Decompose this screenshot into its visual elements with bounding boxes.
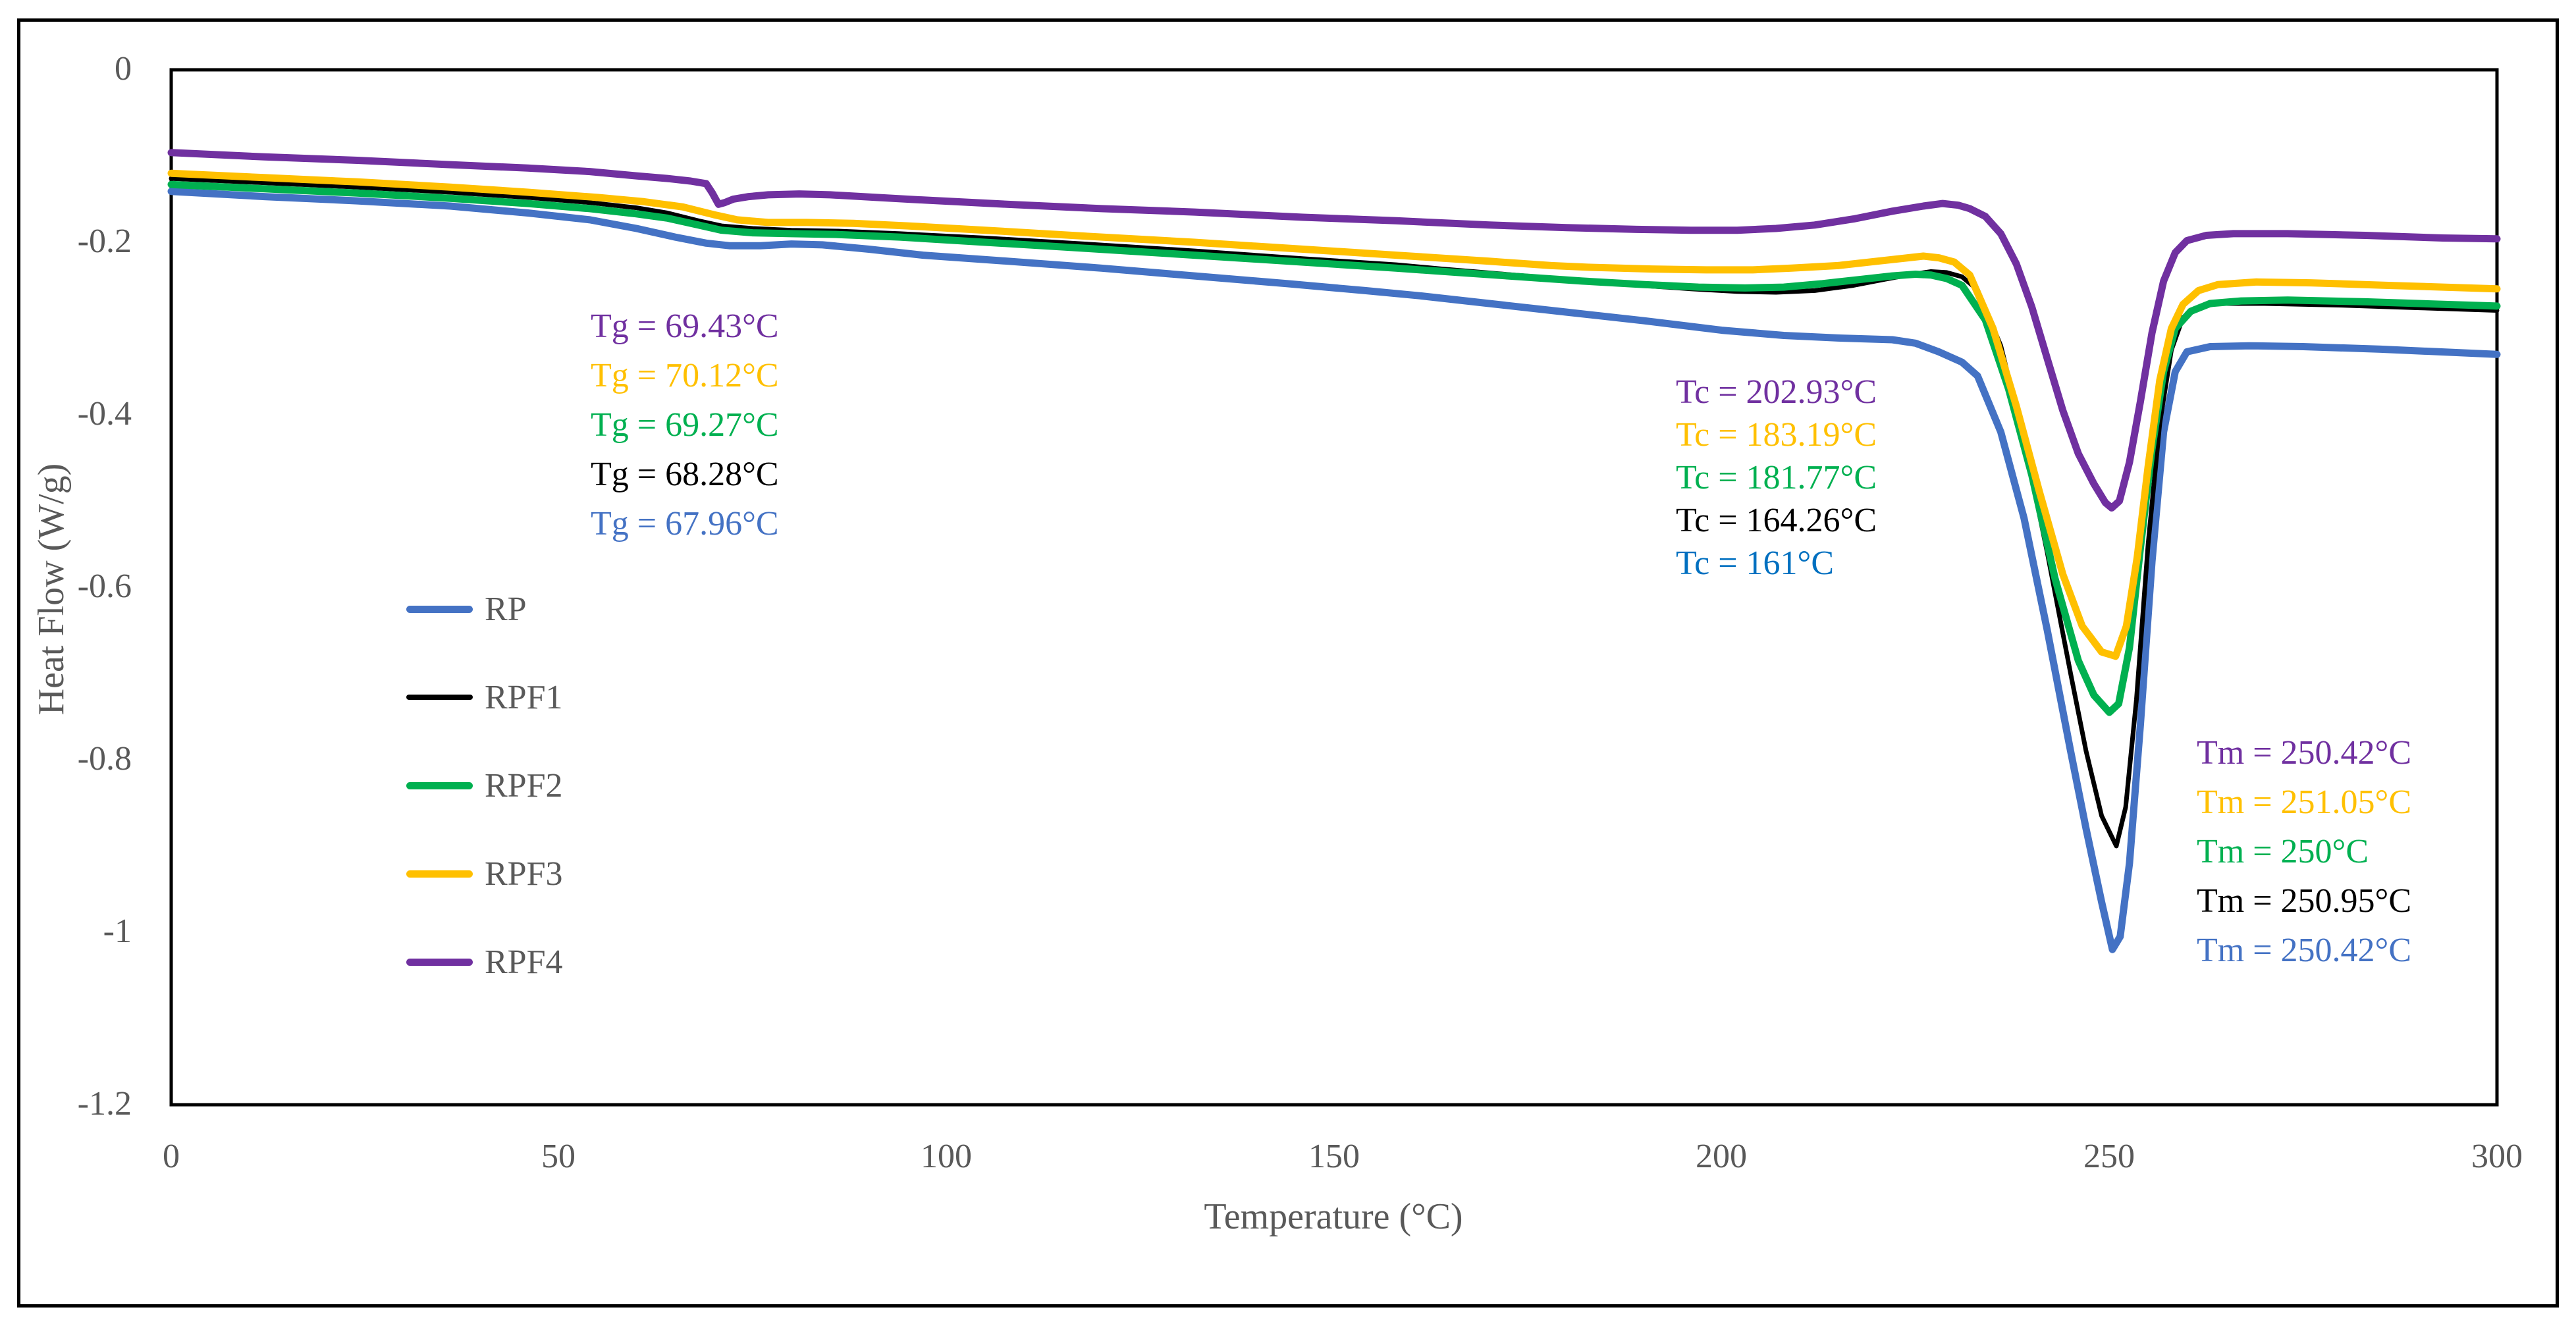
tc-annotation-line: Tc = 164.26°C [1676,502,1877,539]
tm-annotation-line: Tm = 250.42°C [2197,932,2412,969]
legend-line-swatch [406,958,473,966]
legend-line-swatch [406,695,473,700]
legend-item-RPF3: RPF3 [406,854,563,893]
y-axis-title: Heat Flow (W/g) [31,463,72,716]
legend-label: RPF1 [485,678,563,716]
y-tick-4: -0.8 [77,740,132,778]
legend-line-swatch [406,605,473,613]
tg-annotations: Tg = 69.43°C Tg = 70.12°C Tg = 69.27°C Tg =… [591,302,779,548]
y-tick-0: 0 [115,50,132,88]
y-tick-1: -0.2 [77,223,132,260]
legend-item-RPF2: RPF2 [406,766,563,805]
tc-annotation-line: Tc = 202.93°C [1676,373,1877,411]
tg-annotation-line: Tg = 67.96°C [591,505,779,542]
y-tick-6: -1.2 [77,1085,132,1123]
legend-label: RP [485,590,527,628]
x-tick-6: 300 [2471,1138,2523,1175]
y-tick-3: -0.6 [77,568,132,605]
curve-RPF3 [167,169,2501,660]
tc-annotation-line: Tc = 183.19°C [1676,416,1877,454]
tc-annotations: Tc = 202.93°C Tc = 183.19°C Tc = 181.77°C T… [1676,371,1877,585]
legend-item-RPF1: RPF1 [406,677,563,717]
x-tick-1: 50 [541,1138,576,1175]
x-tick-2: 100 [921,1138,972,1175]
x-tick-5: 250 [2083,1138,2135,1175]
tm-annotation-line: Tm = 251.05°C [2197,783,2412,821]
curve-RP [167,188,2501,953]
x-tick-3: 150 [1308,1138,1360,1175]
y-tick-5: -1 [103,912,132,950]
tc-annotation-line: Tc = 161°C [1676,544,1835,582]
tc-annotation-line: Tc = 181.77°C [1676,459,1877,496]
legend-label: RPF4 [485,943,563,981]
curve-group [167,149,2501,953]
plot-area-border [169,68,2499,1107]
tm-annotation-line: Tm = 250.95°C [2197,882,2412,920]
legend-item-RPF4: RPF4 [406,942,563,982]
legend-label: RPF3 [485,855,563,893]
tg-annotation-line: Tg = 70.12°C [591,357,779,394]
tm-annotation-line: Tm = 250.42°C [2197,734,2412,772]
x-axis-title: Temperature (°C) [1204,1196,1463,1237]
figure-border [17,18,2559,1308]
legend-line-swatch [406,781,473,789]
curve-RPF1 [169,176,2500,849]
legend-label: RPF2 [485,766,563,805]
x-tick-4: 200 [1696,1138,1747,1175]
tm-annotation-line: Tm = 250°C [2197,833,2369,870]
legend-item-RP: RP [406,589,527,629]
tg-annotation-line: Tg = 69.27°C [591,406,779,444]
legend-line-swatch [406,870,473,878]
y-tick-2: -0.4 [77,395,132,433]
tg-annotation-line: Tg = 68.28°C [591,456,779,493]
tg-annotation-line: Tg = 69.43°C [591,307,779,345]
x-tick-0: 0 [163,1138,180,1175]
curve-RPF4 [167,149,2501,512]
tm-annotations: Tm = 250.42°C Tm = 251.05°C Tm = 250°C Tm =… [2197,728,2411,975]
